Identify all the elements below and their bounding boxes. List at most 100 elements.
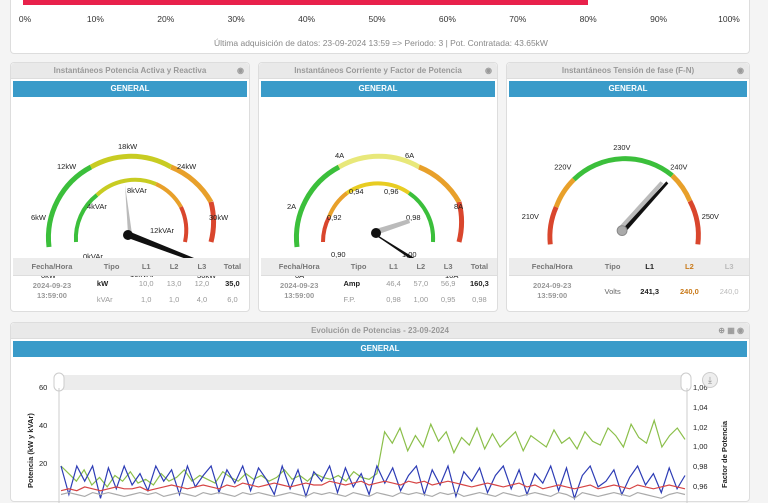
evolution-chart: 60 40 20 1,06 1,04 1,02 1,00 0,98 0,96 P… <box>26 372 729 503</box>
col-header: L2 <box>669 258 710 276</box>
left-tick-0: 60 <box>39 383 47 392</box>
outer-label-3: 6A <box>405 151 414 160</box>
date-cell: 2024-09-23 13:59:00 <box>280 281 319 301</box>
panel-title: Instantáneos Potencia Activa y Reactiva <box>53 66 207 75</box>
outer-label-0: 0kW <box>41 271 57 280</box>
right-tick-5: 0,96 <box>693 482 708 491</box>
tipo-cell: Amp <box>343 278 361 288</box>
outer-label-0: 0A <box>295 271 304 280</box>
table-row: F.P. 0,98 1,00 0,95 0,98 <box>261 291 497 307</box>
l2-cell: 1,0 <box>168 294 180 304</box>
table-icon[interactable]: ▦ <box>727 326 735 335</box>
zoom-icon[interactable]: ⊕ <box>718 326 725 335</box>
progress-tick-labels: 0% 10% 20% 30% 40% 50% 60% 70% 80% 90% 100% <box>11 14 751 26</box>
eye-icon[interactable]: ◉ <box>485 66 492 75</box>
contracted-power-progress-panel: 0% 10% 20% 30% 40% 50% 60% 70% 80% 90% 100% Última… <box>10 0 750 54</box>
series-line-0 <box>60 418 686 488</box>
panel-header: Instantáneos Potencia Activa y Reactiva … <box>11 63 249 79</box>
current-gauge: 0A 2A 4A 6A 8A 10A 0,90 0,92 0,94 0,96 0… <box>287 151 465 280</box>
col-header: L1 <box>132 258 161 276</box>
table-row: kVAr 1,0 1,0 4,0 6,0 <box>13 291 249 307</box>
eye-icon[interactable]: ◉ <box>737 326 744 335</box>
kvar-needle <box>125 185 132 234</box>
series-line-2 <box>60 480 686 492</box>
kw-needle <box>128 231 194 261</box>
l2-needle <box>621 181 669 233</box>
needle-hub <box>616 225 628 237</box>
volt-label-2: 220V <box>554 163 571 172</box>
general-tab[interactable]: GENERAL <box>13 341 747 357</box>
inner-label-2: 0,94 <box>349 187 364 196</box>
inner-label-3: 12kVAr <box>150 226 175 235</box>
download-icon[interactable]: ⤓ <box>702 372 718 388</box>
l1-cell: 241,3 <box>640 286 660 296</box>
col-header: Total <box>215 258 249 276</box>
right-tick-2: 1,02 <box>693 423 708 432</box>
volt-label-3: 230V <box>613 143 630 152</box>
range-navigator[interactable] <box>59 375 687 390</box>
eye-icon[interactable]: ◉ <box>237 66 244 75</box>
col-header: Tipo <box>90 258 133 276</box>
col-header: L3 <box>188 258 216 276</box>
progress-tick-label: 60% <box>438 14 456 24</box>
last-acquisition-text: Última adquisición de datos: 23-09-2024 … <box>214 38 548 48</box>
inner-label-0: 0,90 <box>331 250 346 259</box>
outer-label-1: 6kW <box>31 213 47 222</box>
tipo-cell: kW <box>96 278 109 288</box>
inner-label-2: 8kVAr <box>127 186 147 195</box>
right-tick-3: 1,00 <box>693 442 708 451</box>
inner-label-0: 0kVAr <box>83 252 103 261</box>
volt-label-5: 250V <box>702 212 719 221</box>
left-tick-1: 40 <box>39 421 47 430</box>
general-tab[interactable]: GENERAL <box>509 81 747 97</box>
progress-tick-label: 50% <box>368 14 386 24</box>
y-axis-left-label: Potencia (kW y kVAr) <box>26 413 35 488</box>
inner-label-3: 0,96 <box>384 187 399 196</box>
col-header: Fecha/Hora <box>509 258 596 276</box>
needle-hub <box>371 228 381 238</box>
progress-tick-label: 70% <box>509 14 527 24</box>
tension-table: Fecha/Hora Tipo L1 L2 L3 2024-09-23 13:59… <box>509 258 749 307</box>
range-handle-right[interactable] <box>680 372 692 392</box>
chart-series-layer <box>60 418 686 501</box>
panel-evolucion-potencias: Evolución de Potencias - 23-09-2024 ⊕ ▦ … <box>10 322 750 503</box>
potencia-table: Fecha/Hora Tipo L1 L2 L3 Total 2024-09-2… <box>13 258 249 307</box>
col-header: Tipo <box>595 258 630 276</box>
l1-needle <box>619 181 664 231</box>
outer-label-2: 12kW <box>57 162 77 171</box>
l3-cell: 0,95 <box>440 294 456 304</box>
tipo-cell: kVAr <box>96 294 113 304</box>
date-cell: 2024-09-23 13:59:00 <box>533 281 572 301</box>
panel-potencia-activa-reactiva: Instantáneos Potencia Activa y Reactiva … <box>10 62 250 312</box>
corriente-table: Fecha/Hora Tipo L1 L2 L3 Total 2024-09-2… <box>261 258 497 307</box>
col-header: L2 <box>407 258 435 276</box>
panel-title: Evolución de Potencias - 23-09-2024 <box>311 326 449 335</box>
date-cell: 2024-09-23 13:59:00 <box>32 281 72 301</box>
general-tab[interactable]: GENERAL <box>13 81 247 97</box>
outer-label-3: 18kW <box>118 142 138 151</box>
l2-cell: 240,0 <box>680 286 699 296</box>
panel-header-icons: ⊕ ▦ ◉ <box>718 323 744 339</box>
inner-label-5: 1,00 <box>402 250 417 259</box>
outer-label-5: 30kW <box>209 213 229 222</box>
eye-icon[interactable]: ◉ <box>737 66 744 75</box>
col-header: L1 <box>379 258 408 276</box>
l3-cell: 4,0 <box>196 294 208 304</box>
right-tick-4: 0,98 <box>693 462 708 471</box>
table-row: 2024-09-23 13:59:00 kW 10,0 13,0 12,0 35,… <box>13 275 249 301</box>
y-axis-right-label: Factor de Potencia <box>720 420 729 488</box>
progress-tick-label: 20% <box>157 14 175 24</box>
col-header: L3 <box>709 258 749 276</box>
fp-needle <box>376 219 410 235</box>
outer-label-6: 36kW <box>197 271 217 280</box>
progress-tick-label: 100% <box>718 14 740 24</box>
progress-tick-label: 0% <box>18 14 32 24</box>
general-tab[interactable]: GENERAL <box>261 81 495 97</box>
l2-cell: 13,0 <box>166 278 182 288</box>
inner-label-1: 4kVAr <box>87 202 107 211</box>
l1-cell: 0,98 <box>386 294 401 304</box>
right-tick-1: 1,04 <box>693 403 708 412</box>
l1-cell: 10,0 <box>138 278 154 288</box>
total-cell: 160,3 <box>470 278 489 288</box>
inner-label-4: 0,98 <box>406 213 421 222</box>
